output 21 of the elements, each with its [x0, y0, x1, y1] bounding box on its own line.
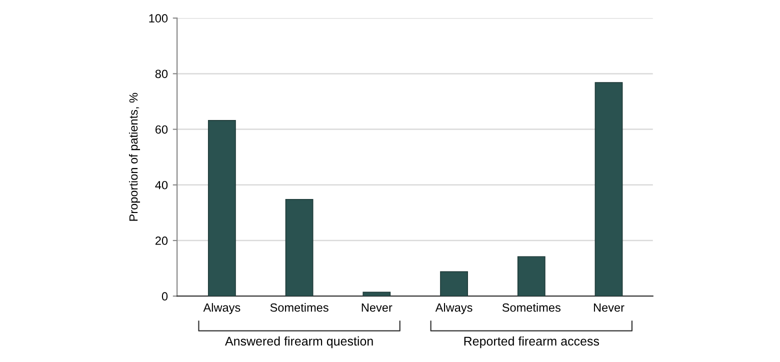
x-tick-label: Never — [362, 303, 392, 312]
y-tick-label: 20 — [155, 236, 168, 245]
y-tick-label: 40 — [155, 180, 168, 190]
text: Answered firearm question — [224, 336, 373, 348]
bar — [208, 120, 236, 296]
bar — [517, 256, 546, 296]
y-tick-label: 0 — [162, 292, 168, 301]
bar — [362, 292, 391, 296]
x-tick-label: Sometimes — [270, 303, 328, 312]
y-tick-label: 60 — [156, 125, 168, 134]
text: Reported firearm access — [464, 336, 600, 348]
bar — [440, 271, 468, 296]
bar — [285, 198, 314, 296]
y-tick-label: 80 — [155, 70, 168, 78]
x-tick-label: Always — [435, 303, 472, 314]
x-tick-label: Always — [203, 303, 240, 314]
x-tick-label: Never — [594, 303, 624, 312]
bar — [594, 82, 623, 296]
x-tick-label: Sometimes — [502, 303, 560, 312]
y-tick-label: 100 — [149, 14, 168, 22]
y-axis-title: Proportion of patients, % — [129, 92, 140, 221]
